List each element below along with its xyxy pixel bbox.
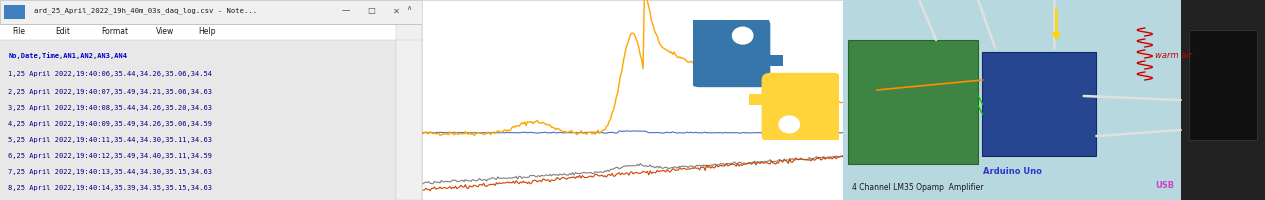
Circle shape [779,116,799,133]
Bar [396,0,421,200]
Text: 4 Channel LM35 Opamp  Amplifier: 4 Channel LM35 Opamp Amplifier [851,184,983,192]
Bar [848,40,978,164]
Text: 2,25 April 2022,19:40:07,35.49,34.21,35.06,34.63: 2,25 April 2022,19:40:07,35.49,34.21,35.… [9,89,213,95]
Text: 8,25 April 2022,19:40:14,35.39,34.35,35.15,34.63: 8,25 April 2022,19:40:14,35.39,34.35,35.… [9,185,213,191]
Text: 6,25 April 2022,19:40:12,35.49,34.40,35.11,34.59: 6,25 April 2022,19:40:12,35.49,34.40,35.… [9,153,213,159]
Circle shape [732,27,753,44]
Text: warm air: warm air [1155,51,1193,60]
Bar [0,24,421,40]
Text: 5,25 April 2022,19:40:11,35.44,34.30,35.11,34.63: 5,25 April 2022,19:40:11,35.44,34.30,35.… [9,137,213,143]
Text: □: □ [367,6,374,16]
FancyBboxPatch shape [691,18,770,87]
Bar [749,55,783,66]
Bar [4,5,25,19]
Text: —: — [342,6,350,16]
Bar [0,0,421,24]
Text: Edit: Edit [54,27,70,36]
FancyBboxPatch shape [762,73,841,142]
Text: Format: Format [101,27,128,36]
Bar [1189,30,1256,140]
Text: 7,25 April 2022,19:40:13,35.44,34.30,35.15,34.63: 7,25 April 2022,19:40:13,35.44,34.30,35.… [9,169,213,175]
Text: ∧: ∧ [406,5,411,11]
Bar [1180,0,1265,200]
Text: ✕: ✕ [393,6,400,16]
Text: No,Date,Time,AN1,AN2,AN3,AN4: No,Date,Time,AN1,AN2,AN3,AN4 [9,53,128,59]
Text: 3,25 April 2022,19:40:08,35.44,34.26,35.20,34.63: 3,25 April 2022,19:40:08,35.44,34.26,35.… [9,105,213,111]
Bar [749,94,783,105]
Text: Help: Help [199,27,216,36]
Text: USB: USB [1155,182,1174,190]
Text: ard_25_April_2022_19h_40m_03s_daq_log.csv - Note...: ard_25_April_2022_19h_40m_03s_daq_log.cs… [34,8,257,14]
Text: 4,25 April 2022,19:40:09,35.49,34.26,35.06,34.59: 4,25 April 2022,19:40:09,35.49,34.26,35.… [9,121,213,127]
Text: 1,25 April 2022,19:40:06,35.44,34.26,35.06,34.54: 1,25 April 2022,19:40:06,35.44,34.26,35.… [9,71,213,77]
Text: View: View [156,27,175,36]
Text: Arduino Uno: Arduino Uno [983,168,1041,176]
Text: File: File [13,27,25,36]
Bar [983,52,1097,156]
